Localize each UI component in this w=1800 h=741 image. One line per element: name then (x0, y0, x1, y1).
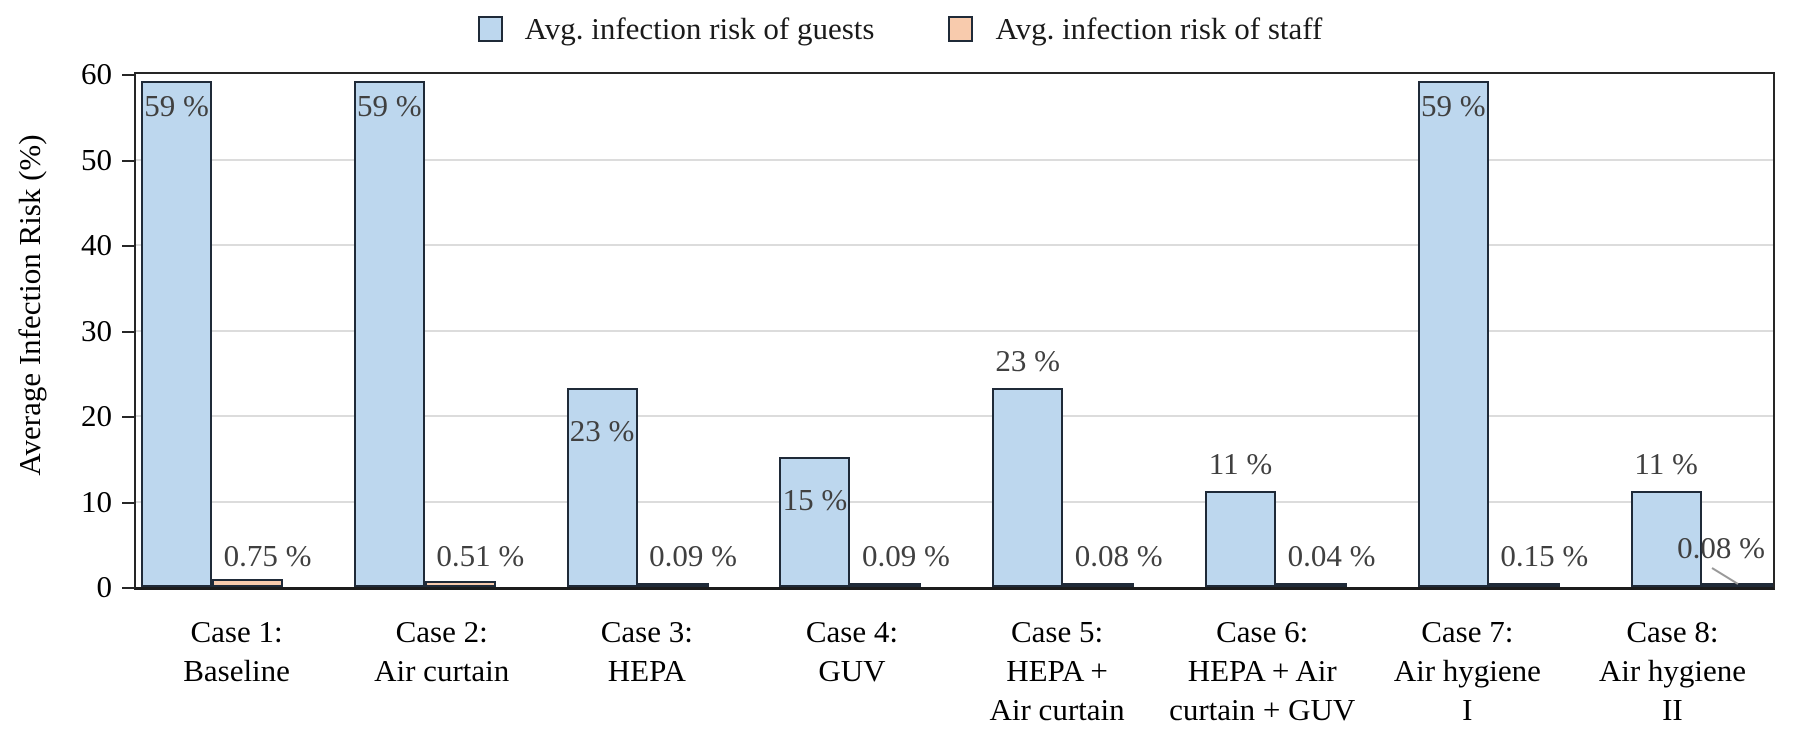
x-category-label-line: Case 7: (1421, 614, 1514, 649)
y-tickmark-20 (122, 416, 135, 418)
x-category-label-case-4: Case 4: GUV (749, 612, 954, 729)
legend: Avg. infection risk of guests Avg. infec… (0, 8, 1800, 50)
plot-area: 59 % 0.75 % 59 % 0.51 % 23 % 0.09 % 15 % 0.09 %… (122, 72, 1775, 590)
bar-label-staff-case-3: 0.09 % (649, 538, 738, 573)
y-tickmark-0 (122, 587, 135, 589)
bar-guests-case-4 (779, 456, 851, 587)
x-category-label-line: HEPA + (1006, 653, 1108, 688)
bar-label-staff-case-1: 0.75 % (223, 538, 312, 573)
x-category-label-line: Case 6: (1216, 614, 1309, 649)
legend-item-staff: Avg. infection risk of staff (948, 11, 1322, 47)
bar-label-guests-case-2: 59 % (357, 87, 422, 123)
bar-label-staff-case-8: 0.08 % (1677, 530, 1766, 565)
bar-label-guests-case-8: 11 % (1634, 445, 1698, 481)
plot-inner: 59 % 0.75 % 59 % 0.51 % 23 % 0.09 % 15 % 0.09 %… (122, 74, 1773, 589)
y-tick-label-20: 20 (81, 398, 112, 433)
x-category-label-line: I (1462, 692, 1473, 727)
bar-label-staff-case-6: 0.04 % (1287, 538, 1376, 573)
gridline-30 (136, 329, 1773, 332)
bar-guests-case-3 (566, 388, 638, 587)
x-category-label-line: Case 2: (395, 614, 488, 649)
bar-label-guests-case-7: 59 % (1421, 87, 1486, 123)
bar-label-guests-case-6: 11 % (1208, 445, 1273, 481)
x-axis-category-labels: Case 1: Baseline Case 2: Air curtain Case 3:… (134, 612, 1775, 729)
x-category-label-line: Case 1: (190, 614, 283, 649)
staff-series-swatch-icon (948, 16, 974, 42)
x-category-label-case-1: Case 1: Baseline (134, 612, 339, 729)
x-category-label-line: Case 4: (805, 614, 898, 649)
x-category-label-line: HEPA (607, 653, 686, 688)
gridline-50 (136, 158, 1773, 161)
guests-series-swatch-icon (477, 16, 503, 42)
bar-staff-case-7 (1488, 583, 1560, 587)
bar-staff-case-4 (850, 583, 922, 587)
bar-label-staff-case-4: 0.09 % (861, 538, 950, 573)
y-tickmark-30 (122, 330, 135, 333)
y-axis-tick-labels: 0 10 20 30 40 50 60 (0, 58, 120, 603)
bar-staff-case-2 (424, 580, 496, 587)
bar-staff-case-1 (212, 578, 283, 587)
bar-guests-case-8 (1630, 490, 1702, 587)
x-category-label-line: Case 8: (1626, 614, 1719, 649)
bar-guests-case-2 (353, 80, 425, 587)
x-category-label-case-3: Case 3: HEPA (544, 612, 749, 729)
x-category-label-case-2: Case 2: Air curtain (339, 612, 544, 729)
y-tick-label-60: 60 (81, 56, 112, 91)
bar-label-guests-case-5: 23 % (995, 343, 1060, 379)
x-category-label-line: curtain + GUV (1169, 692, 1356, 727)
y-tick-label-50: 50 (81, 141, 112, 177)
bar-label-staff-case-7: 0.15 % (1500, 538, 1589, 573)
y-tickmark-40 (122, 245, 135, 247)
x-category-label-line: Baseline (183, 653, 290, 688)
y-tickmark-50 (122, 159, 135, 162)
x-category-label-line: Air hygiene (1598, 653, 1747, 688)
bar-guests-case-6 (1205, 490, 1276, 587)
bar-guests-case-1 (141, 80, 212, 587)
y-tick-label-30: 30 (81, 312, 112, 348)
bar-label-staff-case-5: 0.08 % (1074, 538, 1163, 573)
bar-staff-case-3 (637, 583, 709, 587)
bar-staff-case-6 (1276, 583, 1347, 587)
gridline-10 (136, 500, 1773, 503)
legend-label-staff: Avg. infection risk of staff (995, 11, 1323, 46)
x-category-label-case-6: Case 6: HEPA + Air curtain + GUV (1160, 612, 1365, 729)
bar-guests-case-7 (1417, 80, 1489, 587)
x-category-label-case-8: Case 8: Air hygiene II (1570, 612, 1775, 729)
y-tick-label-10: 10 (81, 483, 112, 519)
x-category-label-line: Air curtain (374, 653, 510, 688)
x-category-label-line: GUV (818, 653, 886, 688)
x-category-label-line: Air hygiene (1393, 653, 1541, 688)
x-category-label-line: Case 3: (600, 614, 693, 649)
y-tick-label-40: 40 (81, 227, 112, 262)
gridline-20 (136, 415, 1773, 417)
legend-label-guests: Avg. infection risk of guests (524, 11, 875, 46)
bar-staff-case-5 (1063, 583, 1135, 587)
bar-label-guests-case-3: 23 % (569, 413, 635, 449)
y-tick-label-0: 0 (96, 569, 113, 604)
y-tickmark-10 (122, 501, 135, 504)
x-category-label-line: Air curtain (989, 692, 1125, 727)
bar-guests-case-5 (992, 388, 1064, 587)
x-category-label-case-5: Case 5: HEPA + Air curtain (955, 612, 1160, 729)
x-category-label-case-7: Case 7: Air hygiene I (1365, 612, 1570, 729)
gridline-40 (136, 244, 1773, 246)
bar-staff-case-8 (1701, 583, 1773, 587)
bar-label-guests-case-4: 15 % (782, 481, 848, 517)
bar-label-guests-case-1: 59 % (144, 87, 209, 123)
x-category-label-line: HEPA + Air (1187, 653, 1337, 688)
x-category-label-line: II (1662, 692, 1683, 727)
bar-label-staff-case-2: 0.51 % (436, 538, 525, 573)
y-tickmark-60 (122, 74, 135, 76)
x-category-label-line: Case 5: (1011, 614, 1104, 649)
legend-item-guests: Avg. infection risk of guests (477, 11, 875, 47)
